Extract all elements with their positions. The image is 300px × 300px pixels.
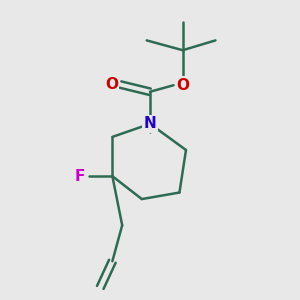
Text: O: O [105,77,118,92]
Text: O: O [176,78,189,93]
Text: N: N [144,116,156,131]
Text: F: F [74,169,85,184]
